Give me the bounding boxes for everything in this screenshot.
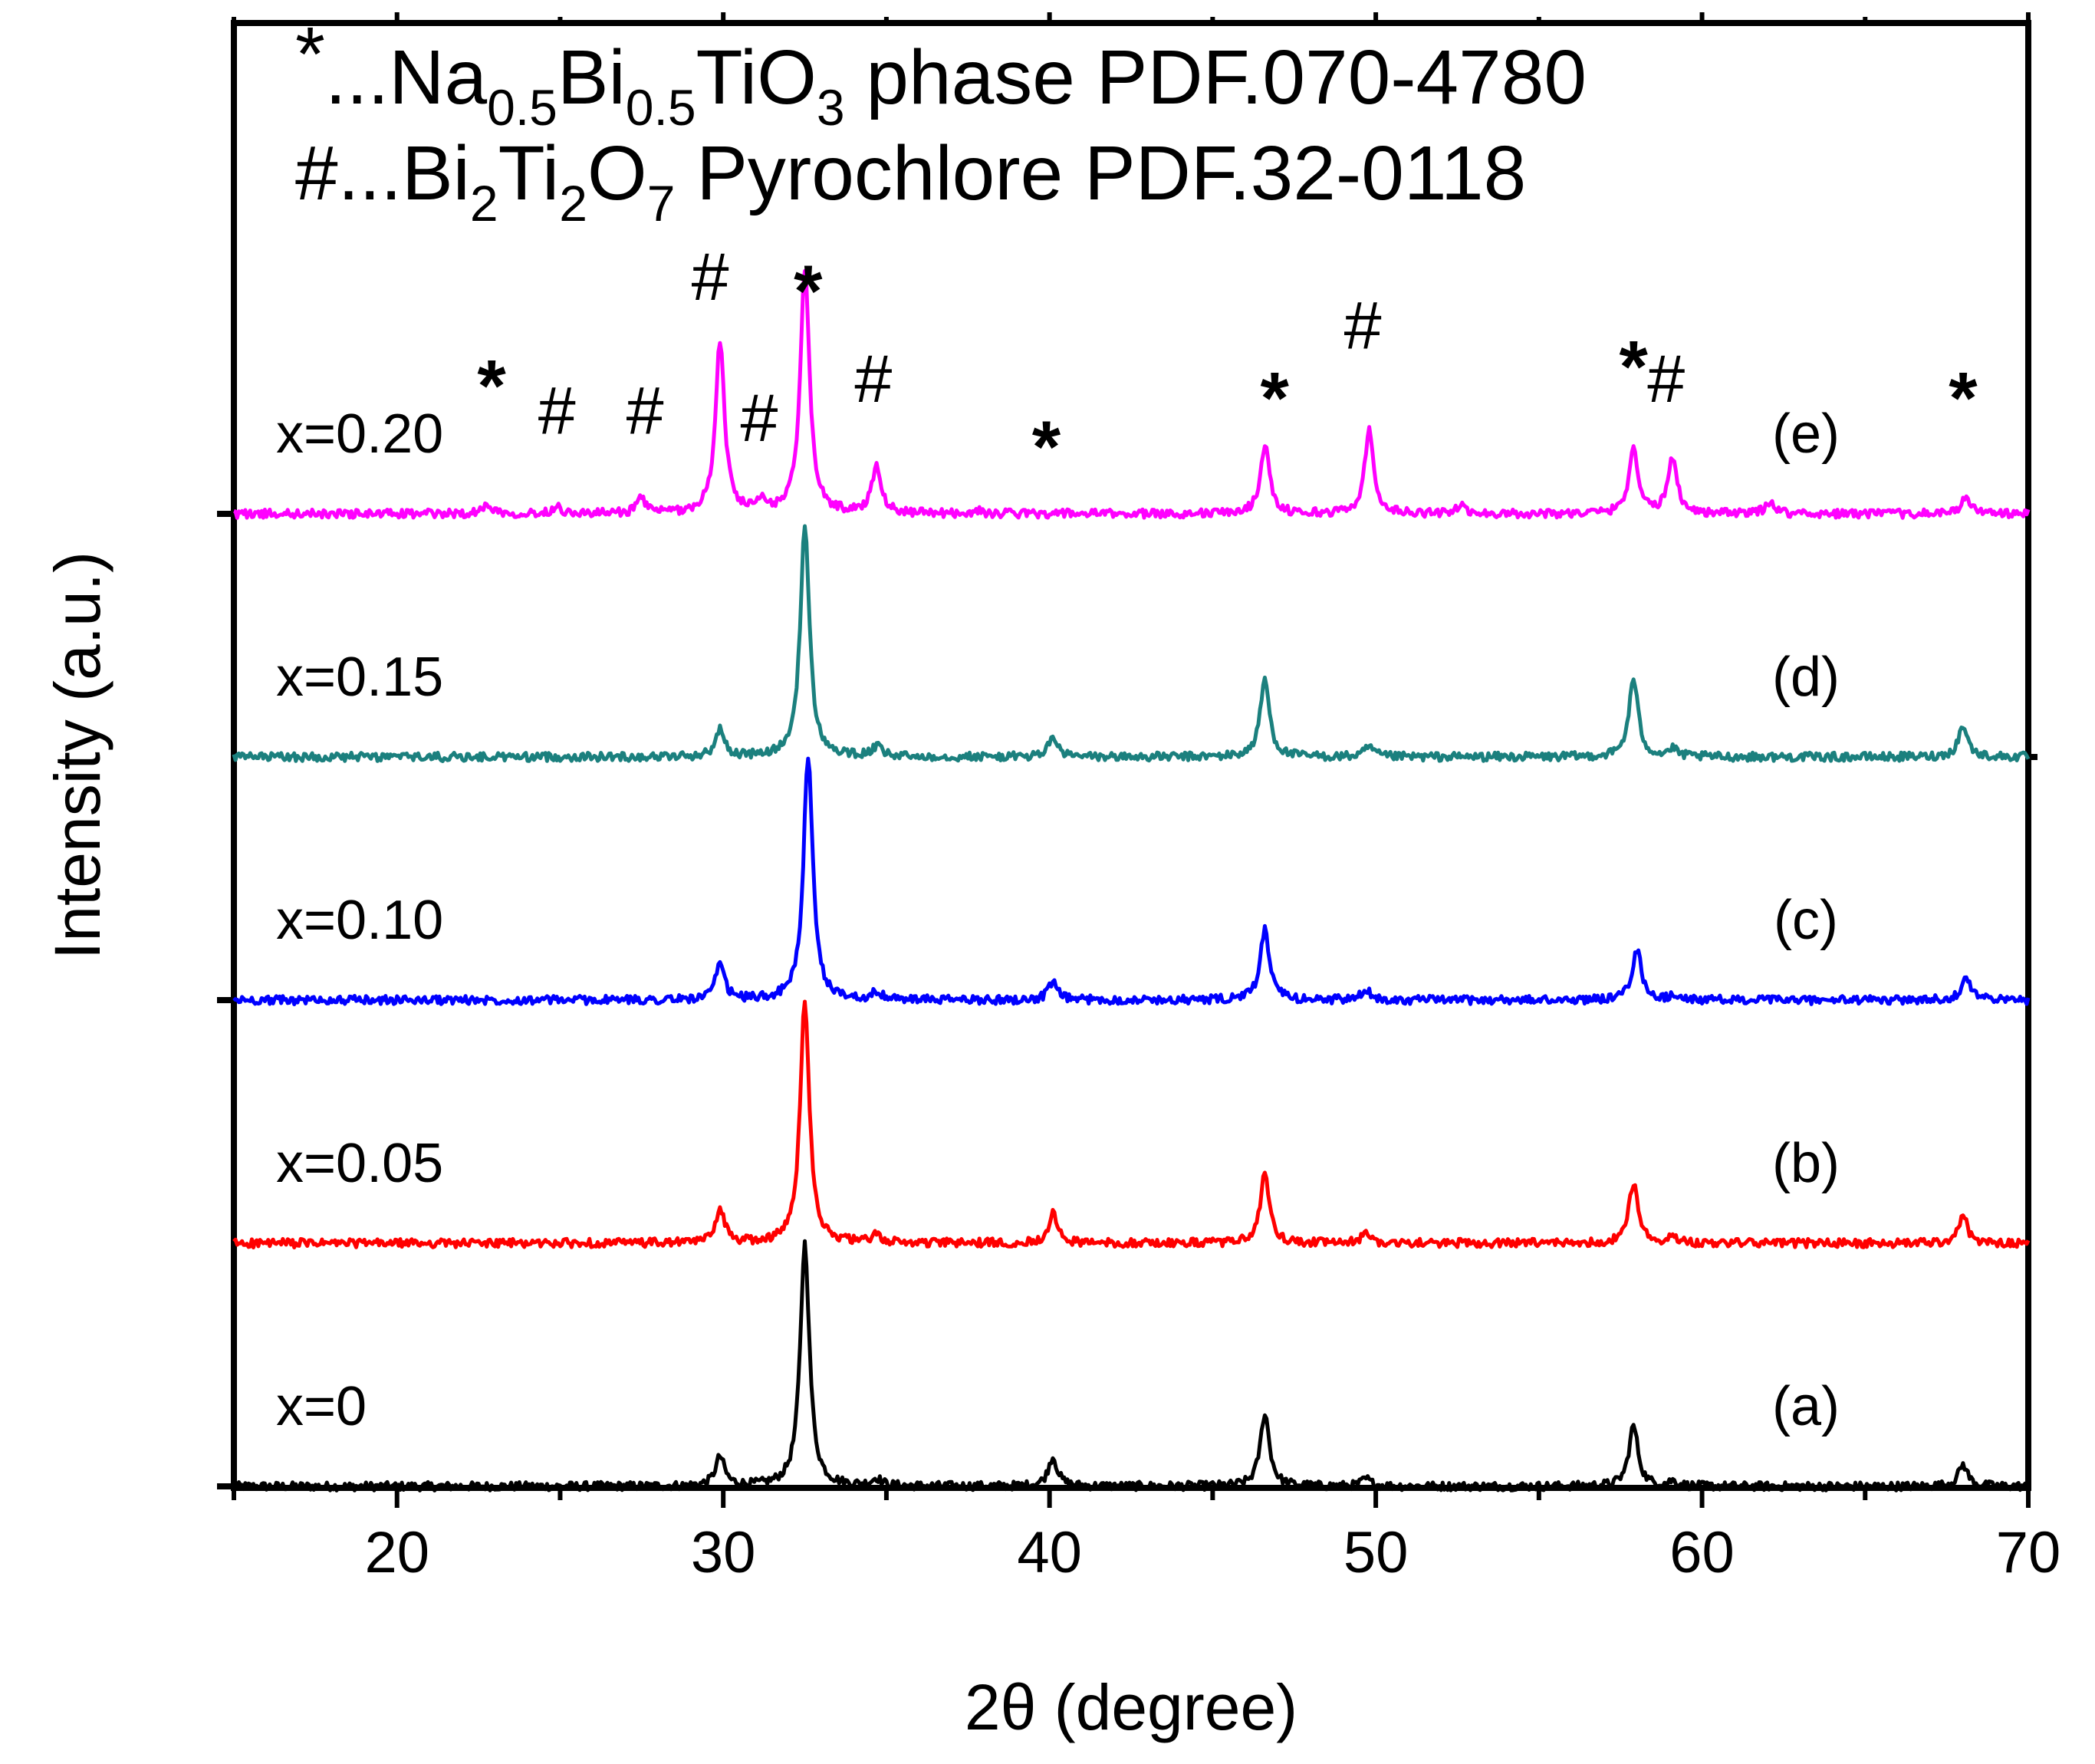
legend-entry: #...Bi2Ti2O7 Pyrochlore PDF.32-0118 xyxy=(295,130,1526,232)
sample-tag: (c) xyxy=(1774,890,1838,951)
nbt-peak-marker: * xyxy=(1949,357,1978,439)
nbt-peak-marker: * xyxy=(477,345,506,427)
sample-label: x=0.20 xyxy=(276,403,443,465)
legend-subscript: 7 xyxy=(647,175,676,232)
series-layer xyxy=(232,268,2031,1492)
sample-labels: x=0 (a) x=0.05 (b) x=0.10 (c) x=0.15 (d) x=0.20 (… xyxy=(276,403,1840,1437)
nbt-peak-marker: * xyxy=(1620,326,1649,408)
legend-text-part: TiO xyxy=(696,35,817,120)
sample-tag: (a) xyxy=(1772,1376,1840,1437)
x-axis-label: 2θ (degree) xyxy=(965,1671,1297,1743)
legend-subscript: 2 xyxy=(559,175,587,232)
x-tick-label: 20 xyxy=(364,1520,429,1585)
sample-tag: (e) xyxy=(1772,403,1840,465)
sample-label: x=0 xyxy=(276,1376,367,1437)
series-line xyxy=(233,268,2031,520)
nbt-peak-marker: * xyxy=(1032,406,1061,488)
pyrochlore-peak-marker: # xyxy=(627,372,664,448)
legend-text-part: Ti xyxy=(498,130,560,216)
series-line xyxy=(232,756,2031,1006)
pyrochlore-peak-marker: # xyxy=(854,341,892,416)
nbt-peak-marker: * xyxy=(1261,357,1290,439)
legend-hash-symbol: # xyxy=(295,130,338,216)
series-line xyxy=(232,999,2031,1249)
legend-star-symbol: * xyxy=(295,12,325,97)
sample-label: x=0.15 xyxy=(276,647,443,708)
legend-text-part: O xyxy=(587,130,647,216)
series-line xyxy=(232,1239,2031,1492)
legend-text-part: ...Na xyxy=(325,35,488,120)
peak-annotations: * # ###*#**#* # * xyxy=(477,239,1978,488)
legend-text-part: phase PDF.070-4780 xyxy=(845,35,1587,120)
legend-text-part: ...Bi xyxy=(338,130,470,216)
legend-subscript: 0.5 xyxy=(487,79,557,136)
nbt-peak-marker: * xyxy=(794,251,823,333)
sample-tag: (b) xyxy=(1772,1133,1840,1194)
pyrochlore-peak-marker: # xyxy=(538,372,576,448)
x-tick-label: 50 xyxy=(1343,1520,1409,1585)
x-tick-label: 70 xyxy=(1996,1520,2061,1585)
series-line xyxy=(232,524,2031,763)
sample-tag: (d) xyxy=(1772,647,1840,708)
legend-subscript: 3 xyxy=(817,79,845,136)
legend-text-part: Pyrochlore PDF.32-0118 xyxy=(675,130,1526,216)
legend-subscript: 0.5 xyxy=(626,79,696,136)
x-tick-label: 60 xyxy=(1669,1520,1735,1585)
pyrochlore-peak-marker: # xyxy=(692,239,729,314)
sample-label: x=0.10 xyxy=(276,890,443,951)
pyrochlore-peak-marker: # xyxy=(1647,341,1685,416)
legend-subscript: 2 xyxy=(470,175,498,232)
legend-entry: *...Na0.5Bi0.5TiO3 phase PDF.070-4780 xyxy=(295,12,1587,136)
x-tick-label: 40 xyxy=(1017,1520,1082,1585)
x-tick-labels: 20 30 40 50 60 70 xyxy=(364,1520,2060,1585)
x-tick-label: 30 xyxy=(691,1520,756,1585)
axis-ticks xyxy=(217,12,2037,1508)
pyrochlore-peak-marker: # xyxy=(741,380,778,456)
pyrochlore-peak-marker: # xyxy=(1344,287,1382,363)
sample-label: x=0.05 xyxy=(276,1133,443,1194)
y-axis-label: Intensity (a.u.) xyxy=(41,551,113,959)
phase-legend: *...Na0.5Bi0.5TiO3 phase PDF.070-4780#..… xyxy=(295,12,1587,232)
legend-text-part: Bi xyxy=(557,35,626,120)
